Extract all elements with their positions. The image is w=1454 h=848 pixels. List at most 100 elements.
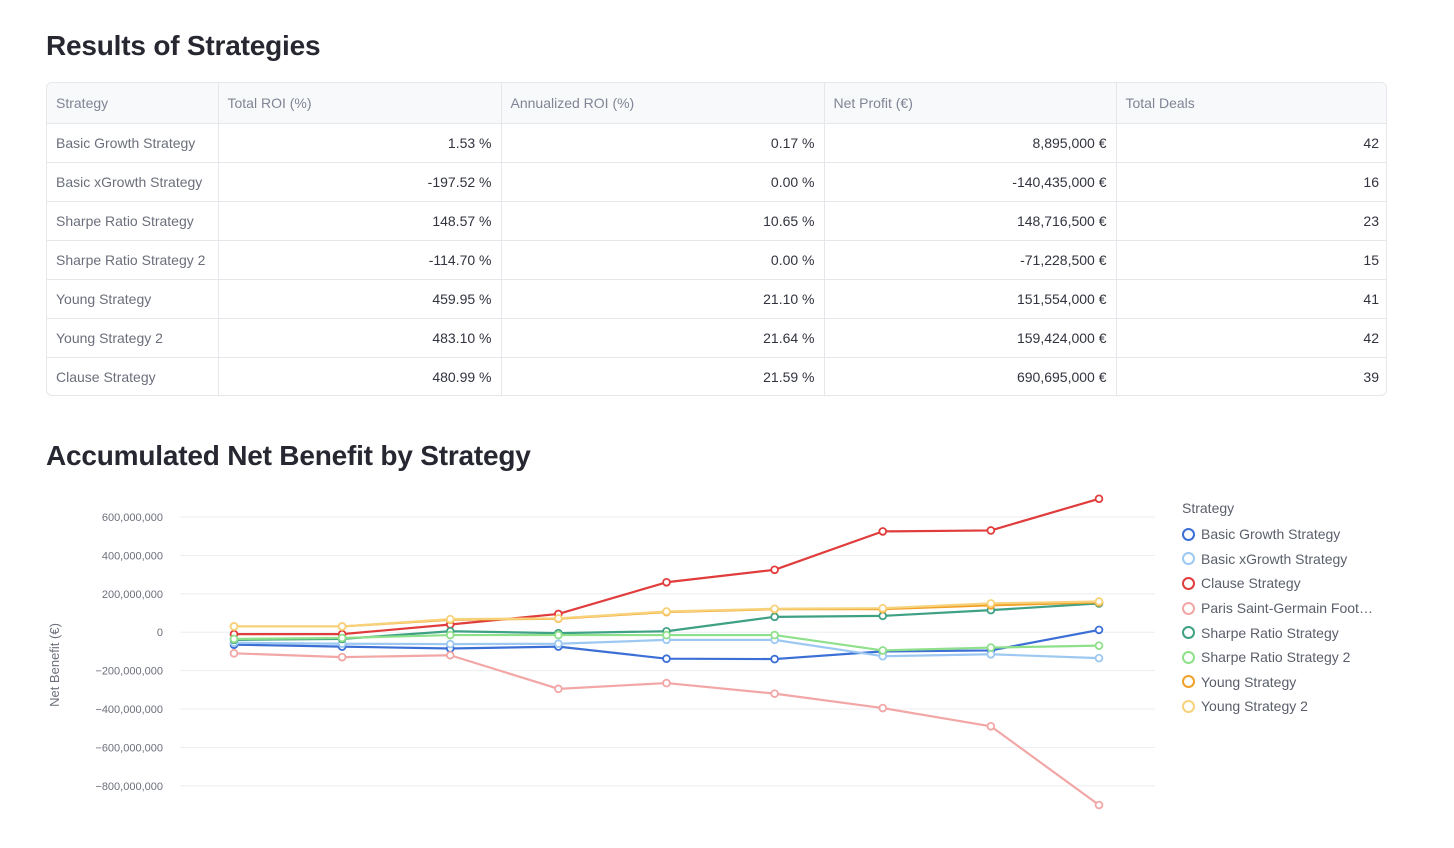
data-point[interactable]	[229, 634, 239, 644]
results-title: Results of Strategies	[46, 30, 321, 61]
table-cell[interactable]: 21.64 %	[501, 318, 825, 358]
table-cell[interactable]: 21.59 %	[501, 357, 825, 395]
data-point[interactable]	[337, 633, 347, 643]
data-point[interactable]	[662, 577, 671, 587]
column-header[interactable]: Net Profit (€)	[824, 83, 1117, 124]
legend-marker-icon	[1182, 576, 1195, 590]
legend-item[interactable]: Young Strategy 2	[1182, 694, 1373, 719]
data-point[interactable]	[878, 646, 888, 655]
legend-item[interactable]: Clause Strategy	[1182, 571, 1373, 596]
table-cell[interactable]: 23	[1116, 201, 1386, 241]
data-point[interactable]	[1094, 625, 1104, 635]
column-header[interactable]: Strategy	[47, 83, 219, 124]
legend-label: Basic Growth Strategy	[1201, 526, 1341, 543]
table-cell[interactable]: 690,695,000 €	[824, 357, 1117, 395]
table-cell[interactable]: 15	[1116, 240, 1386, 280]
legend-item[interactable]: Young Strategy	[1182, 670, 1373, 695]
table-cell[interactable]: 42	[1116, 123, 1386, 163]
data-point[interactable]	[445, 639, 455, 649]
table-cell[interactable]: 151,554,000 €	[824, 279, 1117, 319]
table-header-row: Strategy Total ROI (%) Annualized ROI (%…	[47, 83, 1386, 124]
data-point[interactable]	[986, 649, 996, 659]
table-cell[interactable]: -71,228,500 €	[824, 240, 1117, 280]
table-cell[interactable]: Sharpe Ratio Strategy 2	[47, 240, 219, 280]
data-point[interactable]	[662, 678, 671, 688]
data-point[interactable]	[986, 721, 996, 731]
data-point[interactable]	[878, 703, 888, 713]
table-cell[interactable]: 39	[1363, 368, 1379, 385]
data-point[interactable]	[878, 611, 888, 621]
data-point[interactable]	[445, 650, 455, 660]
data-point[interactable]	[337, 652, 347, 662]
table-cell[interactable]: -114.70 %	[218, 240, 502, 280]
table-cell[interactable]: 159,424,000 €	[824, 318, 1117, 358]
table-cell[interactable]: -197.52 %	[218, 162, 502, 202]
table-cell[interactable]: 483.10 %	[218, 318, 502, 358]
data-point[interactable]	[1094, 641, 1104, 650]
column-header[interactable]: Total ROI (%)	[218, 83, 502, 124]
data-point[interactable]	[229, 649, 239, 658]
table-cell[interactable]: 8,895,000 €	[824, 123, 1117, 163]
data-point[interactable]	[770, 630, 779, 640]
data-point[interactable]	[1094, 494, 1104, 504]
data-point[interactable]	[770, 654, 779, 664]
table-cell[interactable]: -140,435,000 €	[824, 162, 1117, 202]
data-point[interactable]	[986, 599, 996, 608]
data-point[interactable]	[445, 614, 455, 624]
data-point[interactable]	[770, 565, 779, 575]
column-header[interactable]: Annualized ROI (%)	[501, 83, 825, 124]
data-point[interactable]	[445, 630, 455, 640]
table-cell[interactable]: 1.53 %	[218, 123, 502, 163]
data-point[interactable]	[554, 684, 563, 694]
legend-item[interactable]: Sharpe Ratio Strategy	[1182, 620, 1373, 645]
data-point[interactable]	[229, 622, 239, 631]
data-point[interactable]	[554, 639, 563, 649]
legend-title: Strategy	[1182, 500, 1235, 516]
data-point[interactable]	[554, 614, 563, 623]
data-point[interactable]	[770, 612, 779, 622]
legend-label: Paris Saint-Germain Foot…	[1201, 600, 1373, 617]
data-point[interactable]	[770, 689, 779, 698]
column-header[interactable]: Total Deals	[1116, 83, 1386, 124]
data-point[interactable]	[878, 603, 888, 613]
legend-item[interactable]: Paris Saint-Germain Foot…	[1182, 596, 1373, 621]
table-cell[interactable]: 0.00 %	[501, 240, 825, 280]
legend-item[interactable]: Sharpe Ratio Strategy 2	[1182, 645, 1373, 670]
y-tick-label: 400,000,000	[102, 550, 163, 562]
table-cell[interactable]: 42	[1116, 318, 1386, 358]
data-point[interactable]	[1094, 597, 1104, 606]
data-point[interactable]	[986, 643, 996, 652]
table-cell[interactable]: Sharpe Ratio Strategy	[47, 201, 219, 241]
table-cell[interactable]: 0.17 %	[501, 123, 825, 163]
table-cell[interactable]: 10.65 %	[501, 201, 825, 241]
table-cell[interactable]: 459.95 %	[218, 279, 502, 319]
table-cell[interactable]: Clause Strategy	[47, 357, 219, 395]
legend-marker-icon	[1182, 650, 1195, 664]
data-point[interactable]	[878, 527, 888, 536]
legend-label: Sharpe Ratio Strategy 2	[1201, 649, 1351, 666]
data-point[interactable]	[770, 604, 779, 614]
table-cell[interactable]: 41	[1116, 279, 1386, 319]
data-point[interactable]	[662, 630, 671, 640]
table-cell[interactable]: 148,716,500 €	[824, 201, 1117, 241]
data-point[interactable]	[554, 630, 563, 640]
table-cell[interactable]: 480.99 %	[218, 357, 502, 395]
table-cell[interactable]: 21.10 %	[501, 279, 825, 319]
data-point[interactable]	[986, 526, 996, 535]
data-point[interactable]	[1094, 800, 1104, 810]
table-cell[interactable]: 0.00 %	[501, 162, 825, 202]
legend-item[interactable]: Basic xGrowth Strategy	[1182, 547, 1373, 572]
table-cell[interactable]: Basic xGrowth Strategy	[47, 162, 219, 202]
table-cell[interactable]: 16	[1116, 162, 1386, 202]
legend-item[interactable]: Basic Growth Strategy	[1182, 522, 1373, 547]
table-cell[interactable]: Basic Growth Strategy	[47, 123, 219, 163]
data-point[interactable]	[662, 607, 671, 616]
series-layer	[229, 494, 1104, 810]
data-point[interactable]	[337, 622, 347, 631]
data-point[interactable]	[1094, 653, 1104, 663]
y-axis: 600,000,000 400,000,000 200,000,000 0 −200,0…	[95, 512, 163, 793]
data-point[interactable]	[662, 654, 671, 663]
table-cell[interactable]: Young Strategy	[47, 279, 219, 319]
table-cell[interactable]: Young Strategy 2	[47, 318, 219, 358]
table-cell[interactable]: 148.57 %	[218, 201, 502, 241]
